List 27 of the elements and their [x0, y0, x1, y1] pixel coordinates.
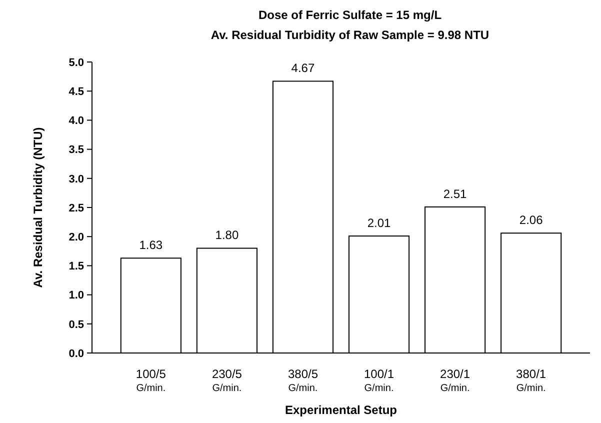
data-label: 2.01 [367, 216, 392, 230]
chart-title: Dose of Ferric Sulfate = 15 mg/L [258, 8, 442, 22]
data-label: 2.51 [443, 186, 468, 201]
data-label: 2.06 [519, 213, 544, 228]
x-axis-title: Experimental Setup [284, 403, 398, 417]
data-label: 4.67 [291, 61, 315, 76]
y-tick-label: 1.5 [68, 260, 84, 273]
y-tick-label: 0.0 [68, 348, 84, 360]
x-tick-label: 230/1 G/min. [440, 367, 470, 394]
y-tick-label: 3.0 [68, 173, 84, 186]
y-tick-label: 4.0 [68, 115, 84, 128]
y-tick-label: 5.0 [68, 56, 84, 69]
x-tick-label: 230/5 G/min. [212, 367, 242, 394]
y-tick-label: 3.5 [68, 144, 84, 156]
y-tick-label: 2.0 [68, 231, 84, 244]
x-tick-label: 380/5 G/min. [288, 367, 318, 394]
y-tick-label: 2.5 [68, 202, 84, 214]
y-axis-title: Av. Residual Turbidity (NTU) [31, 127, 45, 288]
chart-subtitle: Av. Residual Turbidity of Raw Sample = 9.98 NTU [210, 28, 490, 42]
x-tick-label: 100/5 G/min. [136, 367, 166, 394]
data-label: 1.63 [139, 238, 163, 252]
x-tick-label: 380/1 G/min. [516, 367, 546, 394]
y-tick-label: 4.5 [68, 86, 84, 98]
data-label: 1.80 [215, 228, 239, 242]
y-tick-label: 1.0 [68, 290, 84, 302]
y-tick-label: 0.5 [68, 318, 84, 331]
x-tick-label: 100/1 G/min. [364, 367, 394, 394]
